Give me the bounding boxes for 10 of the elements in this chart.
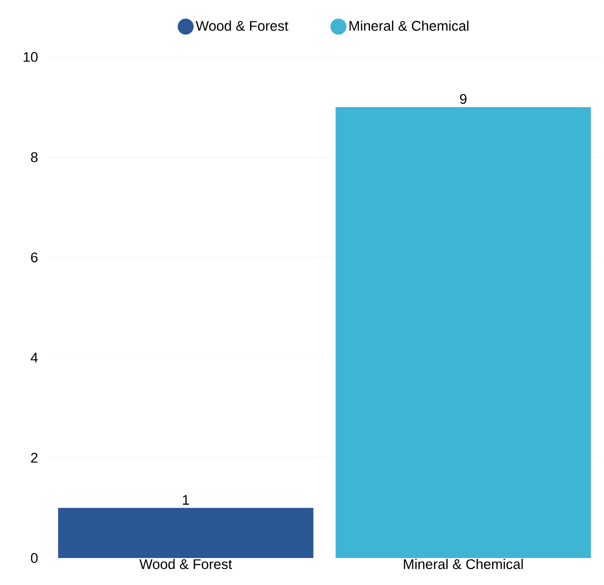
data-label: 1: [182, 495, 189, 505]
data-label: 9: [460, 94, 466, 104]
y-tick-label: 10: [24, 52, 38, 62]
y-tick-label: 6: [31, 252, 38, 262]
y-tick-label: 8: [31, 152, 38, 162]
legend-label: Wood & Forest: [196, 20, 288, 31]
y-tick-label: 0: [30, 553, 38, 563]
legend-label: Mineral & Chemical: [350, 20, 468, 31]
y-tick-label: 2: [31, 452, 38, 463]
y-tick-label: 4: [30, 352, 38, 362]
